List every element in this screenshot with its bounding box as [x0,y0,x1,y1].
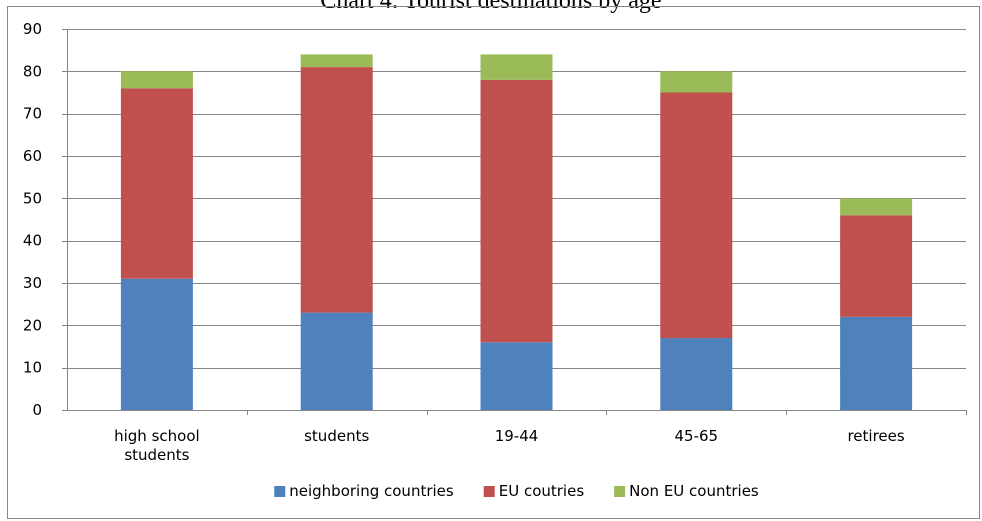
y-tick-label: 80 [23,62,42,80]
chart-frame [7,6,980,519]
y-tick-label: 50 [23,189,42,207]
legend-item: Non EU countries [614,482,759,500]
legend-item: EU coutries [483,482,585,500]
x-tick-label: students [304,427,369,445]
y-tick-label: 10 [23,359,42,377]
bar-eu-coutries-3 [660,92,733,339]
bar-non-eu-countries-2 [480,54,553,80]
bar-non-eu-countries-0 [120,71,193,89]
bar-neighboring-countries-4 [840,316,913,410]
bar-non-eu-countries-4 [840,198,913,216]
legend-swatch [274,486,286,497]
y-tick-label: 90 [23,20,42,38]
legend-label: EU coutries [499,482,585,500]
bar-eu-coutries-1 [300,67,373,313]
bar-neighboring-countries-0 [120,278,193,410]
bar-non-eu-countries-3 [660,71,733,93]
legend-swatch [614,486,626,497]
x-tick-label: 45-65 [675,427,719,445]
x-tick-label: 19-44 [495,427,539,445]
y-tick-label: 0 [32,401,42,419]
bar-non-eu-countries-1 [300,54,373,68]
bar-eu-coutries-2 [480,79,553,343]
y-tick-label: 40 [23,232,42,250]
bar-eu-coutries-4 [840,215,913,317]
y-tick-label: 30 [23,274,42,292]
y-tick-label: 70 [23,105,42,123]
legend-item: neighboring countries [274,482,454,500]
legend-label: neighboring countries [289,482,454,500]
y-tick-label: 20 [23,316,42,334]
x-tick-label: high school students [114,427,200,464]
bar-eu-coutries-0 [120,88,193,279]
y-tick-label: 60 [23,147,42,165]
x-tick-label: retirees [847,427,904,445]
bar-neighboring-countries-1 [300,312,373,410]
legend-label: Non EU countries [629,482,759,500]
bar-neighboring-countries-2 [480,342,553,410]
bar-neighboring-countries-3 [660,338,733,410]
legend-swatch [483,486,495,497]
